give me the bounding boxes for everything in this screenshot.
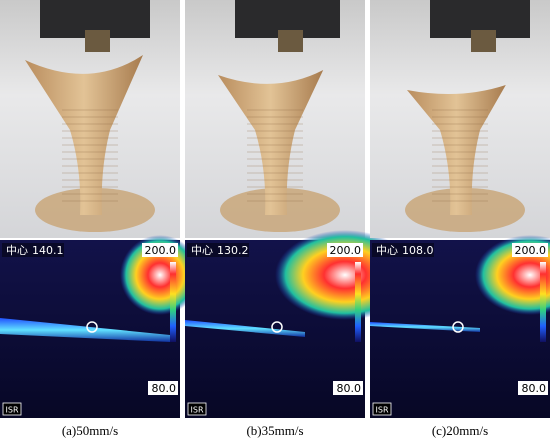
filament <box>370 322 480 332</box>
crosshair <box>86 321 98 333</box>
center-label: 中心 <box>191 244 213 257</box>
hot-region <box>120 235 200 315</box>
badge: ISR <box>376 406 389 415</box>
scale-max-box <box>142 243 178 257</box>
center-box <box>187 243 249 257</box>
scale-max: 200.0 <box>145 244 177 257</box>
center-box <box>372 243 434 257</box>
panel: 中心 140.1 200.0 80.0 ISR (a)50mm/s <box>0 0 200 438</box>
scale-min: 80.0 <box>152 382 177 395</box>
center-label: 中心 <box>376 244 398 257</box>
scale-max: 200.0 <box>330 244 362 257</box>
center-value: 140.1 <box>32 244 64 257</box>
color-bar <box>170 262 176 342</box>
filament <box>0 318 170 342</box>
panel: 中心 108.0 200.0 80.0 ISR (c)20mm/s <box>370 0 550 438</box>
badge: ISR <box>191 406 204 415</box>
center-box <box>2 243 64 257</box>
caption: (a)50mm/s <box>62 423 118 438</box>
scale-max: 200.0 <box>515 244 547 257</box>
center-value: 108.0 <box>402 244 434 257</box>
color-bar <box>540 262 546 342</box>
panel: 中心 130.2 200.0 80.0 ISR (b)35mm/s <box>185 0 415 438</box>
caption: (c)20mm/s <box>432 423 488 438</box>
scale-min-box <box>333 381 363 395</box>
scale-min: 80.0 <box>522 382 547 395</box>
badge: ISR <box>6 406 19 415</box>
printed-vase <box>407 85 506 215</box>
center-label: 中心 <box>6 244 28 257</box>
crosshair <box>271 321 283 333</box>
scale-max-box <box>512 243 548 257</box>
filament <box>185 320 305 337</box>
nozzle <box>85 30 110 52</box>
badge-box <box>2 402 22 416</box>
caption: (b)35mm/s <box>246 423 303 438</box>
badge-box <box>187 402 207 416</box>
badge-box <box>372 402 392 416</box>
center-value: 130.2 <box>217 244 249 257</box>
scale-min: 80.0 <box>337 382 362 395</box>
crosshair <box>452 321 464 333</box>
color-bar <box>355 262 361 342</box>
printed-vase <box>218 70 324 215</box>
scale-min-box <box>518 381 548 395</box>
nozzle <box>278 30 303 52</box>
scale-max-box <box>327 243 363 257</box>
printed-vase <box>25 55 143 215</box>
scale-min-box <box>148 381 178 395</box>
nozzle <box>471 30 496 52</box>
